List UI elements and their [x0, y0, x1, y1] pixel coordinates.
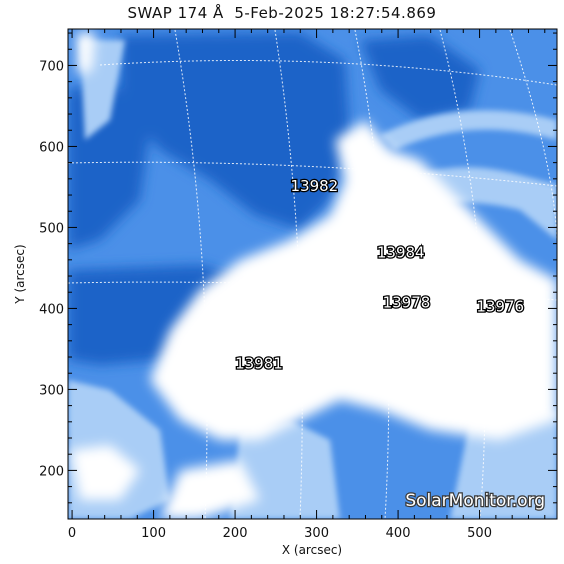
active-region-label: 13976: [476, 298, 524, 316]
active-region-label: 13978: [383, 294, 431, 312]
active-region: [70, 32, 557, 519]
x-tick-label: 500: [467, 526, 492, 541]
active-region-labels: 13982 13984 13978 13976 13981: [234, 176, 526, 374]
x-tick-label: 300: [304, 526, 329, 541]
active-region-label: 13984: [377, 243, 425, 261]
y-tick-label: 700: [39, 59, 64, 74]
active-region-label: 13982: [290, 177, 338, 195]
x-tick-label: 0: [68, 526, 76, 541]
y-axis-title: Y (arcsec): [13, 244, 27, 304]
x-tick-label: 200: [223, 526, 248, 541]
axis-ticks: 0 100 200 300 400 500 200 300 400 500 600 700: [39, 29, 557, 541]
watermark: SolarMonitor.org: [405, 491, 545, 511]
active-region-label: 13981: [235, 354, 283, 372]
image-title: SWAP 174 Å 5-Feb-2025 18:27:54.869: [127, 4, 437, 22]
solar-image: 13982 13984 13978 13976 13981 SolarMonitor.o…: [68, 29, 557, 519]
x-tick-label: 400: [386, 526, 411, 541]
heliographic-grid: [68, 29, 557, 519]
y-tick-label: 300: [39, 383, 64, 398]
y-tick-label: 200: [39, 464, 64, 479]
y-tick-label: 500: [39, 221, 64, 236]
plot-frame: [67, 28, 558, 520]
x-axis-title: X (arcsec): [282, 543, 342, 557]
y-tick-label: 600: [39, 140, 64, 155]
y-tick-label: 400: [39, 302, 64, 317]
x-tick-label: 100: [141, 526, 166, 541]
